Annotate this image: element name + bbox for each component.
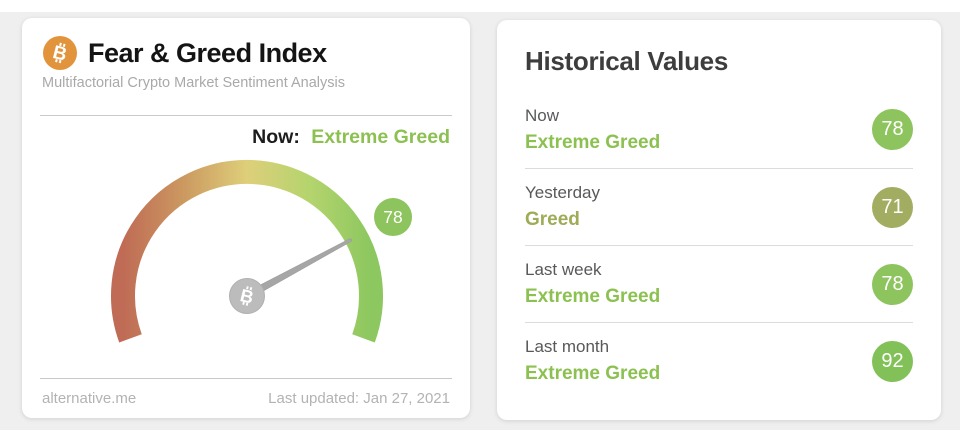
classification-label: Extreme Greed bbox=[525, 363, 661, 384]
value-badge: 71 bbox=[872, 186, 913, 228]
fear-greed-card: B Fear & Greed Index Multifactorial Cryp… bbox=[22, 18, 470, 418]
gauge-hub: B bbox=[229, 278, 265, 314]
current-sentiment-line: Now: Extreme Greed bbox=[42, 126, 450, 149]
svg-text:78: 78 bbox=[383, 207, 402, 227]
period-label: Yesterday bbox=[525, 183, 600, 202]
last-updated-text: Last updated: Jan 27, 2021 bbox=[268, 390, 450, 407]
alternative-me-link[interactable]: alternative.me bbox=[42, 390, 137, 407]
history-row-last-month: Last month Extreme Greed 92 bbox=[525, 322, 913, 399]
value-badge: 92 bbox=[872, 340, 913, 382]
svg-text:B: B bbox=[238, 285, 255, 308]
period-label: Last week bbox=[525, 260, 602, 279]
classification-label: Extreme Greed bbox=[525, 286, 661, 307]
now-sentiment-value: Extreme Greed bbox=[311, 126, 450, 148]
bitcoin-icon: B bbox=[43, 36, 77, 70]
gauge-value-badge: 78 bbox=[374, 198, 413, 237]
history-row-yesterday: Yesterday Greed 71 bbox=[525, 168, 913, 245]
history-row-now: Now Extreme Greed 78 bbox=[525, 91, 913, 168]
classification-label: Greed bbox=[525, 209, 580, 230]
historical-values-card: Historical Values Now Extreme Greed 78 Y… bbox=[497, 20, 941, 420]
period-label: Now bbox=[525, 105, 560, 125]
svg-text:B: B bbox=[51, 42, 69, 66]
card-footer: alternative.me Last updated: Jan 27, 202… bbox=[42, 390, 450, 407]
bitcoin-hub-icon: B bbox=[238, 285, 255, 308]
header-divider bbox=[40, 115, 452, 116]
now-label: Now: bbox=[252, 126, 300, 148]
historical-values-title: Historical Values bbox=[525, 46, 729, 76]
value-badge: 78 bbox=[872, 109, 913, 150]
history-row-last-week: Last week Extreme Greed 78 bbox=[525, 245, 913, 322]
page-title: Fear & Greed Index bbox=[88, 37, 327, 68]
classification-label: Extreme Greed bbox=[525, 131, 661, 153]
historical-rows: Now Extreme Greed 78 Yesterday Greed 71 … bbox=[525, 91, 913, 399]
gauge-arc bbox=[111, 159, 383, 343]
subtitle: Multifactorial Crypto Market Sentiment A… bbox=[42, 75, 345, 91]
fear-greed-gauge: B 78 bbox=[111, 159, 413, 343]
card-header: B Fear & Greed Index bbox=[22, 18, 470, 71]
period-label: Last month bbox=[525, 337, 610, 356]
footer-divider bbox=[40, 378, 452, 379]
value-badge: 78 bbox=[872, 263, 913, 305]
